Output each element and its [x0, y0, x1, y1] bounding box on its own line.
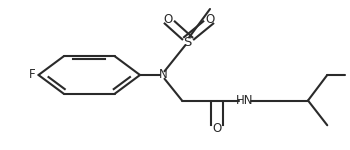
Text: S: S [183, 36, 191, 48]
Text: F: F [28, 69, 35, 81]
Text: N: N [158, 69, 167, 81]
Text: O: O [163, 13, 173, 26]
Text: O: O [212, 123, 222, 135]
Text: HN: HN [236, 94, 254, 107]
Text: O: O [205, 13, 215, 26]
